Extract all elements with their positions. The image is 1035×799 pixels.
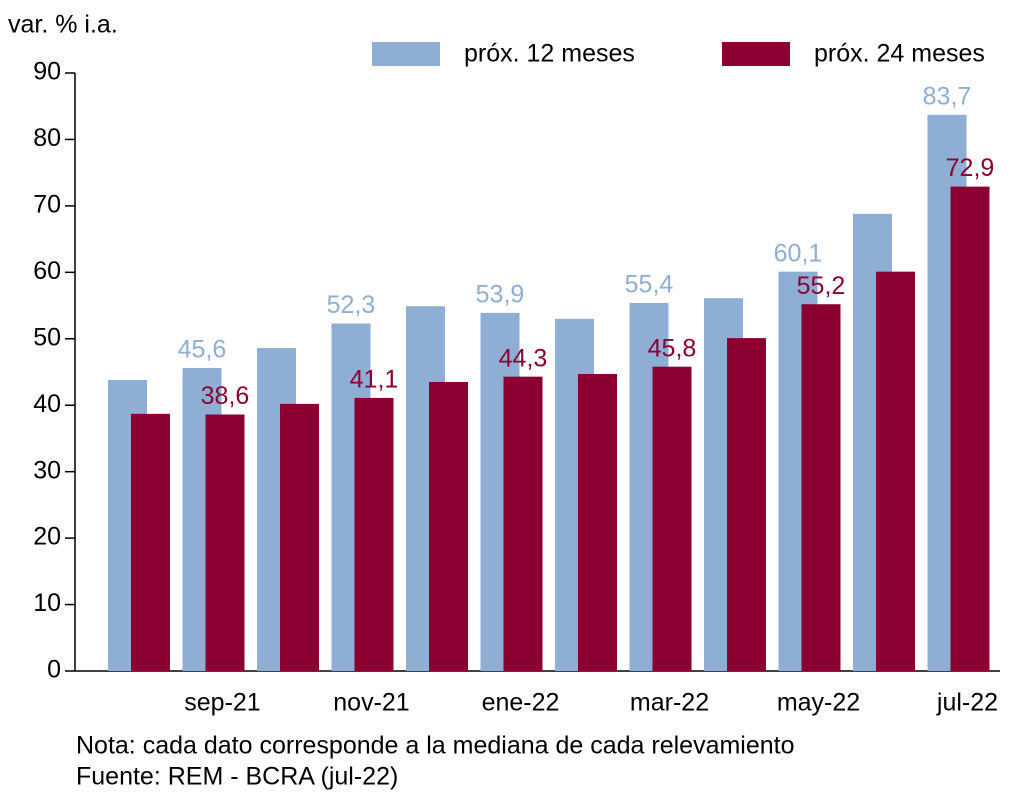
note: Fuente: REM - BCRA (jul-22) bbox=[76, 763, 398, 791]
value-label: 72,9 bbox=[946, 154, 995, 182]
x-tick-label: nov-21 bbox=[333, 689, 409, 717]
legend-label: próx. 24 meses bbox=[814, 40, 985, 68]
bar bbox=[280, 403, 319, 671]
value-label: 60,1 bbox=[774, 239, 823, 267]
value-label: 44,3 bbox=[499, 344, 548, 372]
y-tick-label: 20 bbox=[33, 523, 61, 551]
value-label: 45,8 bbox=[648, 334, 697, 362]
value-label: 52,3 bbox=[327, 291, 376, 319]
y-tick-label: 80 bbox=[33, 124, 61, 152]
legend-swatch bbox=[372, 42, 440, 66]
x-tick-label: mar-22 bbox=[630, 689, 709, 717]
bar bbox=[950, 186, 990, 671]
value-label: 38,6 bbox=[201, 382, 250, 410]
y-tick-label: 70 bbox=[33, 190, 61, 218]
y-tick-label: 0 bbox=[47, 656, 61, 684]
legend-swatch bbox=[722, 42, 790, 66]
y-tick-label: 40 bbox=[33, 390, 61, 418]
y-tick-label: 30 bbox=[33, 456, 61, 484]
value-label: 83,7 bbox=[923, 82, 972, 110]
bar bbox=[503, 376, 543, 671]
x-tick-label: jul-22 bbox=[936, 689, 998, 717]
bar bbox=[429, 381, 468, 671]
y-tick-label: 10 bbox=[33, 589, 61, 617]
y-axis-label: var. % i.a. bbox=[8, 11, 118, 39]
value-label: 41,1 bbox=[350, 366, 399, 394]
value-label: 53,9 bbox=[476, 280, 525, 308]
x-tick-label: may-22 bbox=[777, 689, 860, 717]
bar bbox=[876, 271, 915, 671]
y-tick-label: 50 bbox=[33, 323, 61, 351]
x-tick-label: ene-22 bbox=[482, 689, 560, 717]
legend-label: próx. 12 meses bbox=[464, 40, 635, 68]
note: Nota: cada dato corresponde a la mediana… bbox=[76, 732, 795, 760]
bar bbox=[205, 414, 245, 671]
bar bbox=[652, 366, 692, 671]
y-tick-label: 90 bbox=[33, 58, 61, 86]
x-tick-label: sep-21 bbox=[184, 689, 260, 717]
bar bbox=[131, 413, 170, 671]
bar bbox=[801, 304, 841, 671]
bar bbox=[354, 397, 394, 671]
bar bbox=[578, 373, 617, 671]
bar bbox=[727, 338, 766, 671]
y-tick-label: 60 bbox=[33, 257, 61, 285]
value-label: 45,6 bbox=[178, 336, 227, 364]
value-label: 55,4 bbox=[625, 271, 674, 299]
value-label: 55,2 bbox=[797, 272, 846, 300]
